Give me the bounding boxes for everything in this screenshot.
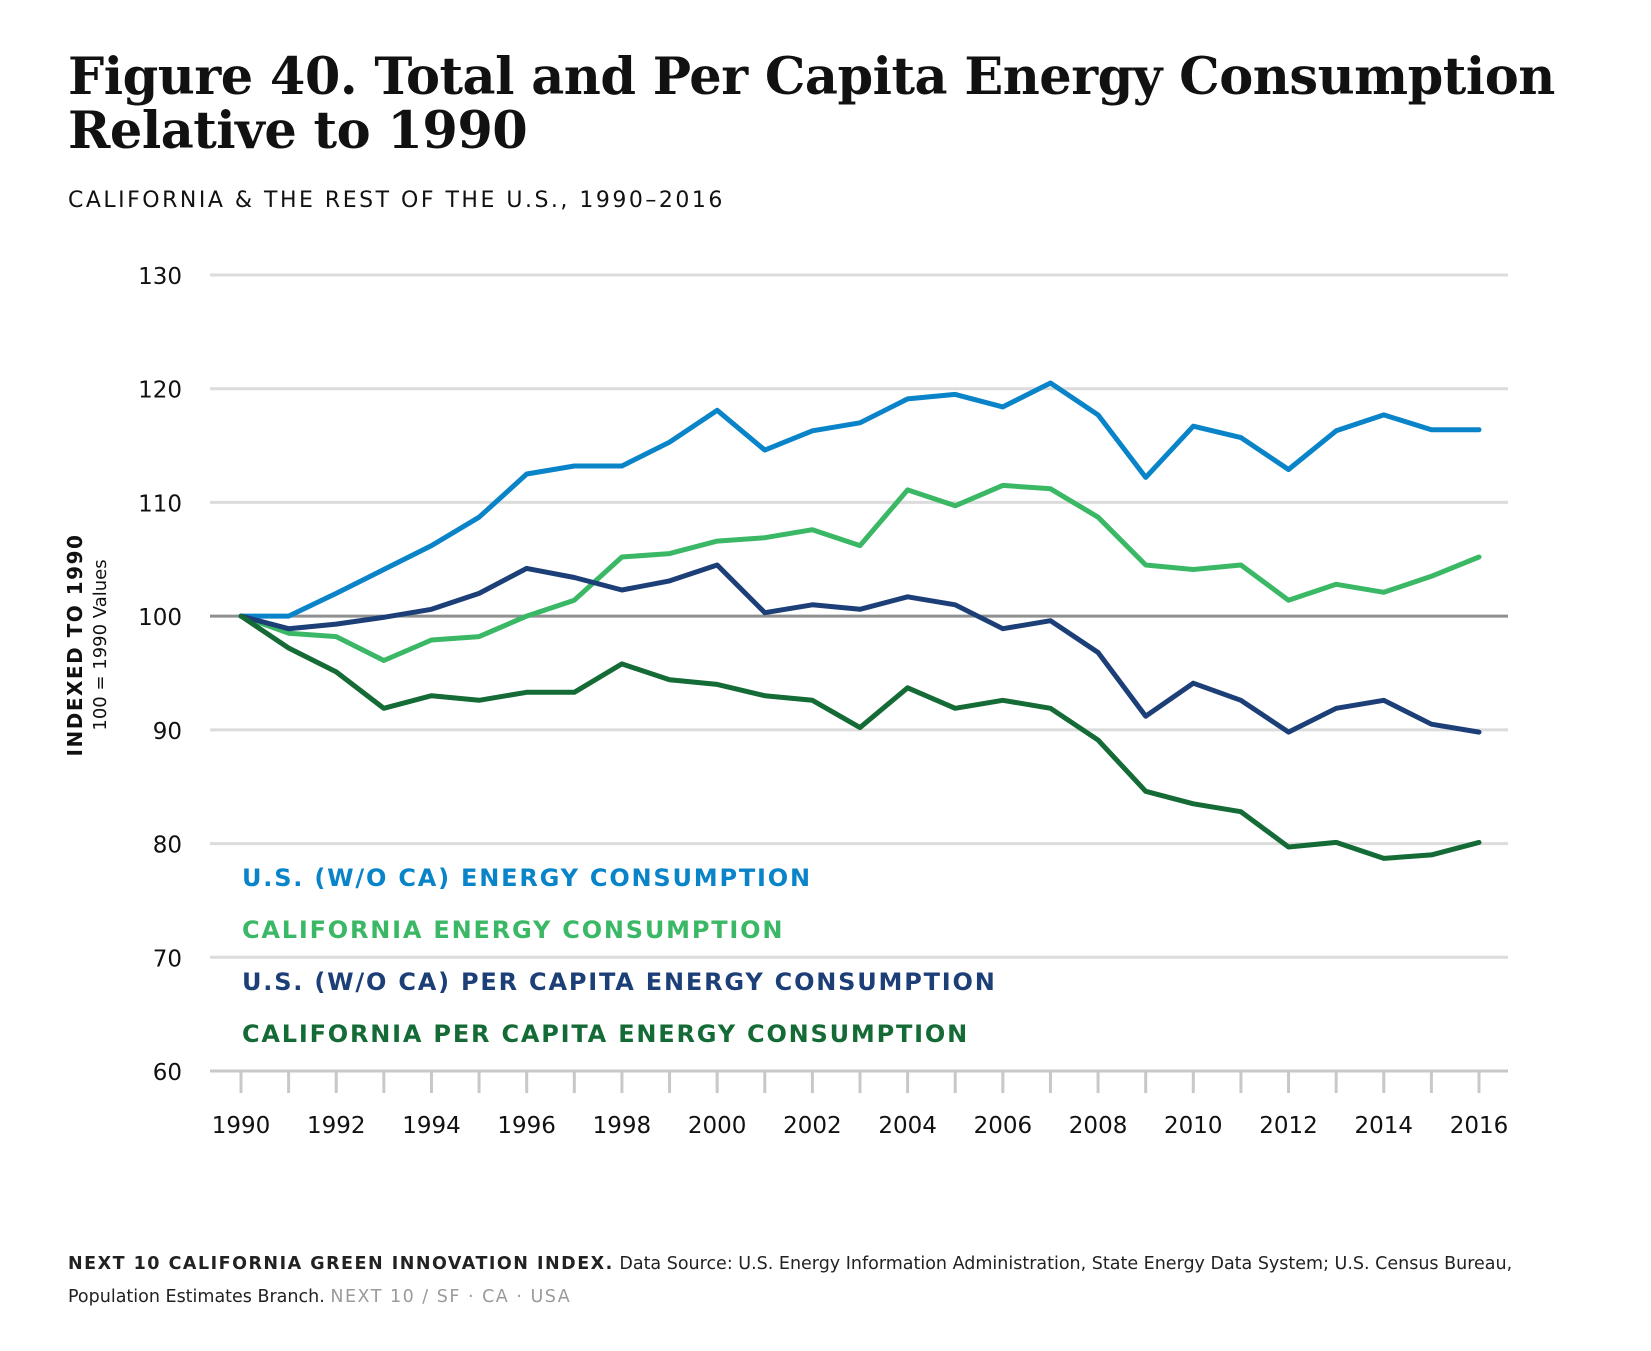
series-line-2 [238,482,1482,663]
legend-label-4: CALIFORNIA PER CAPITA ENERGY CONSUMPTION [242,1020,969,1048]
x-tick-label: 2008 [1069,1113,1128,1139]
chart-title: Figure 40. Total and Per Capita Energy C… [68,47,1555,161]
series-line-4 [238,613,1482,861]
y-tick-label: 60 [153,1060,182,1086]
x-tick-label: 2000 [688,1113,747,1139]
x-tick-label: 2014 [1354,1113,1413,1139]
chart-subtitle: CALIFORNIA & THE REST OF THE U.S., 1990–… [68,188,725,213]
x-tick-label: 1992 [307,1113,366,1139]
x-tick-label: 2002 [783,1113,842,1139]
legend-label-3: U.S. (W/O CA) PER CAPITA ENERGY CONSUMPT… [242,968,997,996]
y-tick-label: 120 [138,378,182,404]
legend-label-2: CALIFORNIA ENERGY CONSUMPTION [242,916,784,944]
footer-brand: NEXT 10 CALIFORNIA GREEN INNOVATION INDE… [68,1254,614,1274]
legend-label-1: U.S. (W/O CA) ENERGY CONSUMPTION [242,864,812,892]
x-tick-label: 1994 [402,1113,461,1139]
x-tick-label: 2004 [878,1113,937,1139]
y-tick-label: 80 [153,833,182,859]
x-tick-label: 1990 [212,1113,271,1139]
x-tick-label: 2006 [974,1113,1033,1139]
y-tick-label: 130 [138,264,182,290]
x-tick-label: 2012 [1259,1113,1318,1139]
gridlines [210,273,1508,959]
footer-note: NEXT 10 CALIFORNIA GREEN INNOVATION INDE… [68,1248,1598,1314]
y-tick-label: 100 [138,605,182,631]
x-tick-label: 1996 [497,1113,556,1139]
footer-tail: NEXT 10 / SF · CA · USA [330,1287,572,1307]
y-tick-label: 90 [153,719,182,745]
series-lines [238,380,1482,861]
x-tick-label: 1998 [593,1113,652,1139]
y-axis-label: INDEXED TO 1990 [63,534,87,757]
y-axis-sublabel: 100 = 1990 Values [90,559,111,730]
y-axis-ticks: 60 70 80 90 100 110 120 130 [138,264,182,1086]
legend: U.S. (W/O CA) ENERGY CONSUMPTION CALIFORN… [242,864,997,1048]
series-line-1 [238,380,1482,619]
x-axis: 1990 1992 1994 1996 1998 2000 2002 2004 2006 2008… [210,1069,1509,1139]
y-tick-label: 70 [153,946,182,972]
footer-source: Data Source: U.S. Energy Information Adm… [68,1254,1513,1307]
x-tick-label: 2010 [1164,1113,1223,1139]
series-line-3 [238,562,1482,735]
x-tick-label: 2016 [1450,1113,1509,1139]
y-axis-label-group: INDEXED TO 1990 100 = 1990 Values [63,534,111,757]
y-tick-label: 110 [138,491,182,517]
